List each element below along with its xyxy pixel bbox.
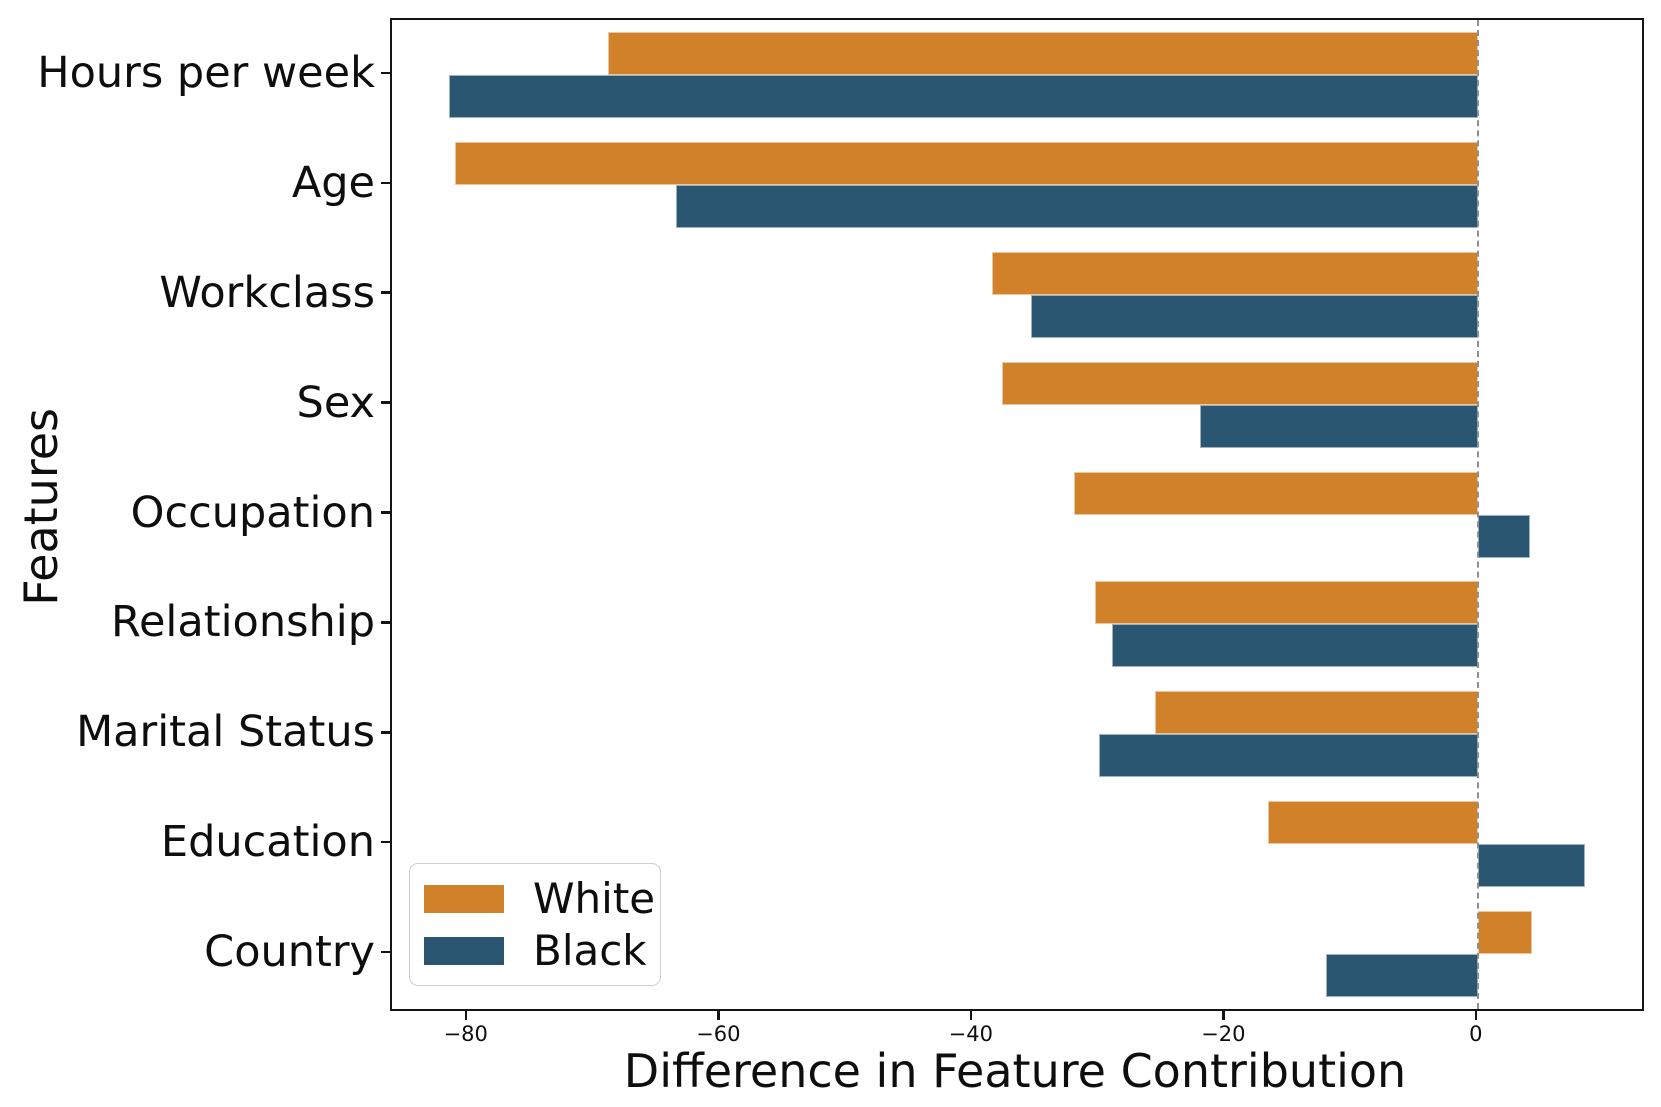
bar-black-education — [1477, 844, 1586, 888]
y-tick-label-education: Education — [160, 817, 375, 868]
legend-label-white: White — [533, 874, 656, 923]
y-tick-mark-marital-status — [381, 731, 390, 734]
bar-black-age — [676, 184, 1478, 228]
bar-white-sex — [1001, 361, 1478, 405]
y-tick-mark-country — [381, 950, 390, 954]
bar-white-education — [1268, 801, 1478, 845]
x-tick-mark-60 — [717, 1009, 720, 1020]
x-tick-label-80: −80 — [443, 1022, 488, 1046]
bar-white-age — [455, 141, 1478, 185]
x-tick-mark-40 — [969, 1009, 973, 1020]
x-tick-label-20: −20 — [1201, 1022, 1246, 1046]
y-tick-mark-occupation — [381, 511, 390, 514]
legend-item-black: Black — [410, 925, 660, 977]
bar-black-marital-status — [1099, 734, 1478, 778]
y-tick-mark-education — [381, 840, 390, 844]
legend-swatch-black — [424, 937, 504, 965]
legend-swatch-white — [424, 885, 504, 913]
y-tick-label-country: Country — [204, 927, 375, 978]
y-tick-label-hours-per-week: Hours per week — [37, 47, 375, 98]
legend: White Black — [409, 863, 661, 986]
y-tick-label-age: Age — [291, 157, 375, 208]
zero-reference-line — [1476, 20, 1479, 1009]
bar-white-workclass — [991, 251, 1478, 295]
y-tick-label-relationship: Relationship — [111, 597, 375, 648]
bar-black-workclass — [1030, 294, 1478, 338]
bar-white-country — [1477, 911, 1533, 955]
bar-black-sex — [1200, 404, 1478, 448]
bar-white-hours-per-week — [607, 31, 1478, 75]
x-axis-title: Difference in Feature Contribution — [623, 1044, 1407, 1098]
bar-black-country — [1326, 954, 1478, 998]
plot-area — [390, 18, 1644, 1011]
bar-black-occupation — [1477, 514, 1530, 558]
y-tick-label-marital-status: Marital Status — [76, 707, 375, 758]
y-tick-mark-workclass — [381, 291, 390, 294]
bar-white-relationship — [1095, 581, 1478, 625]
y-tick-mark-age — [381, 181, 390, 185]
x-tick-mark-80 — [464, 1009, 467, 1020]
x-tick-label-0: 0 — [1469, 1022, 1483, 1046]
x-tick-mark-20 — [1222, 1009, 1225, 1020]
bar-black-relationship — [1111, 624, 1478, 668]
y-tick-label-sex: Sex — [296, 377, 375, 428]
x-tick-mark-0 — [1474, 1009, 1478, 1020]
legend-label-black: Black — [533, 926, 647, 975]
y-tick-mark-hours-per-week — [381, 71, 390, 75]
y-tick-mark-sex — [381, 401, 390, 404]
x-tick-label-60: −60 — [696, 1022, 741, 1046]
legend-item-white: White — [410, 873, 660, 925]
bar-white-occupation — [1073, 471, 1478, 515]
bar-white-marital-status — [1154, 691, 1478, 735]
y-tick-label-workclass: Workclass — [159, 267, 375, 318]
y-tick-mark-relationship — [381, 621, 390, 624]
y-tick-label-occupation: Occupation — [130, 487, 375, 538]
bar-black-hours-per-week — [448, 74, 1478, 118]
x-tick-label-40: −40 — [948, 1022, 993, 1046]
